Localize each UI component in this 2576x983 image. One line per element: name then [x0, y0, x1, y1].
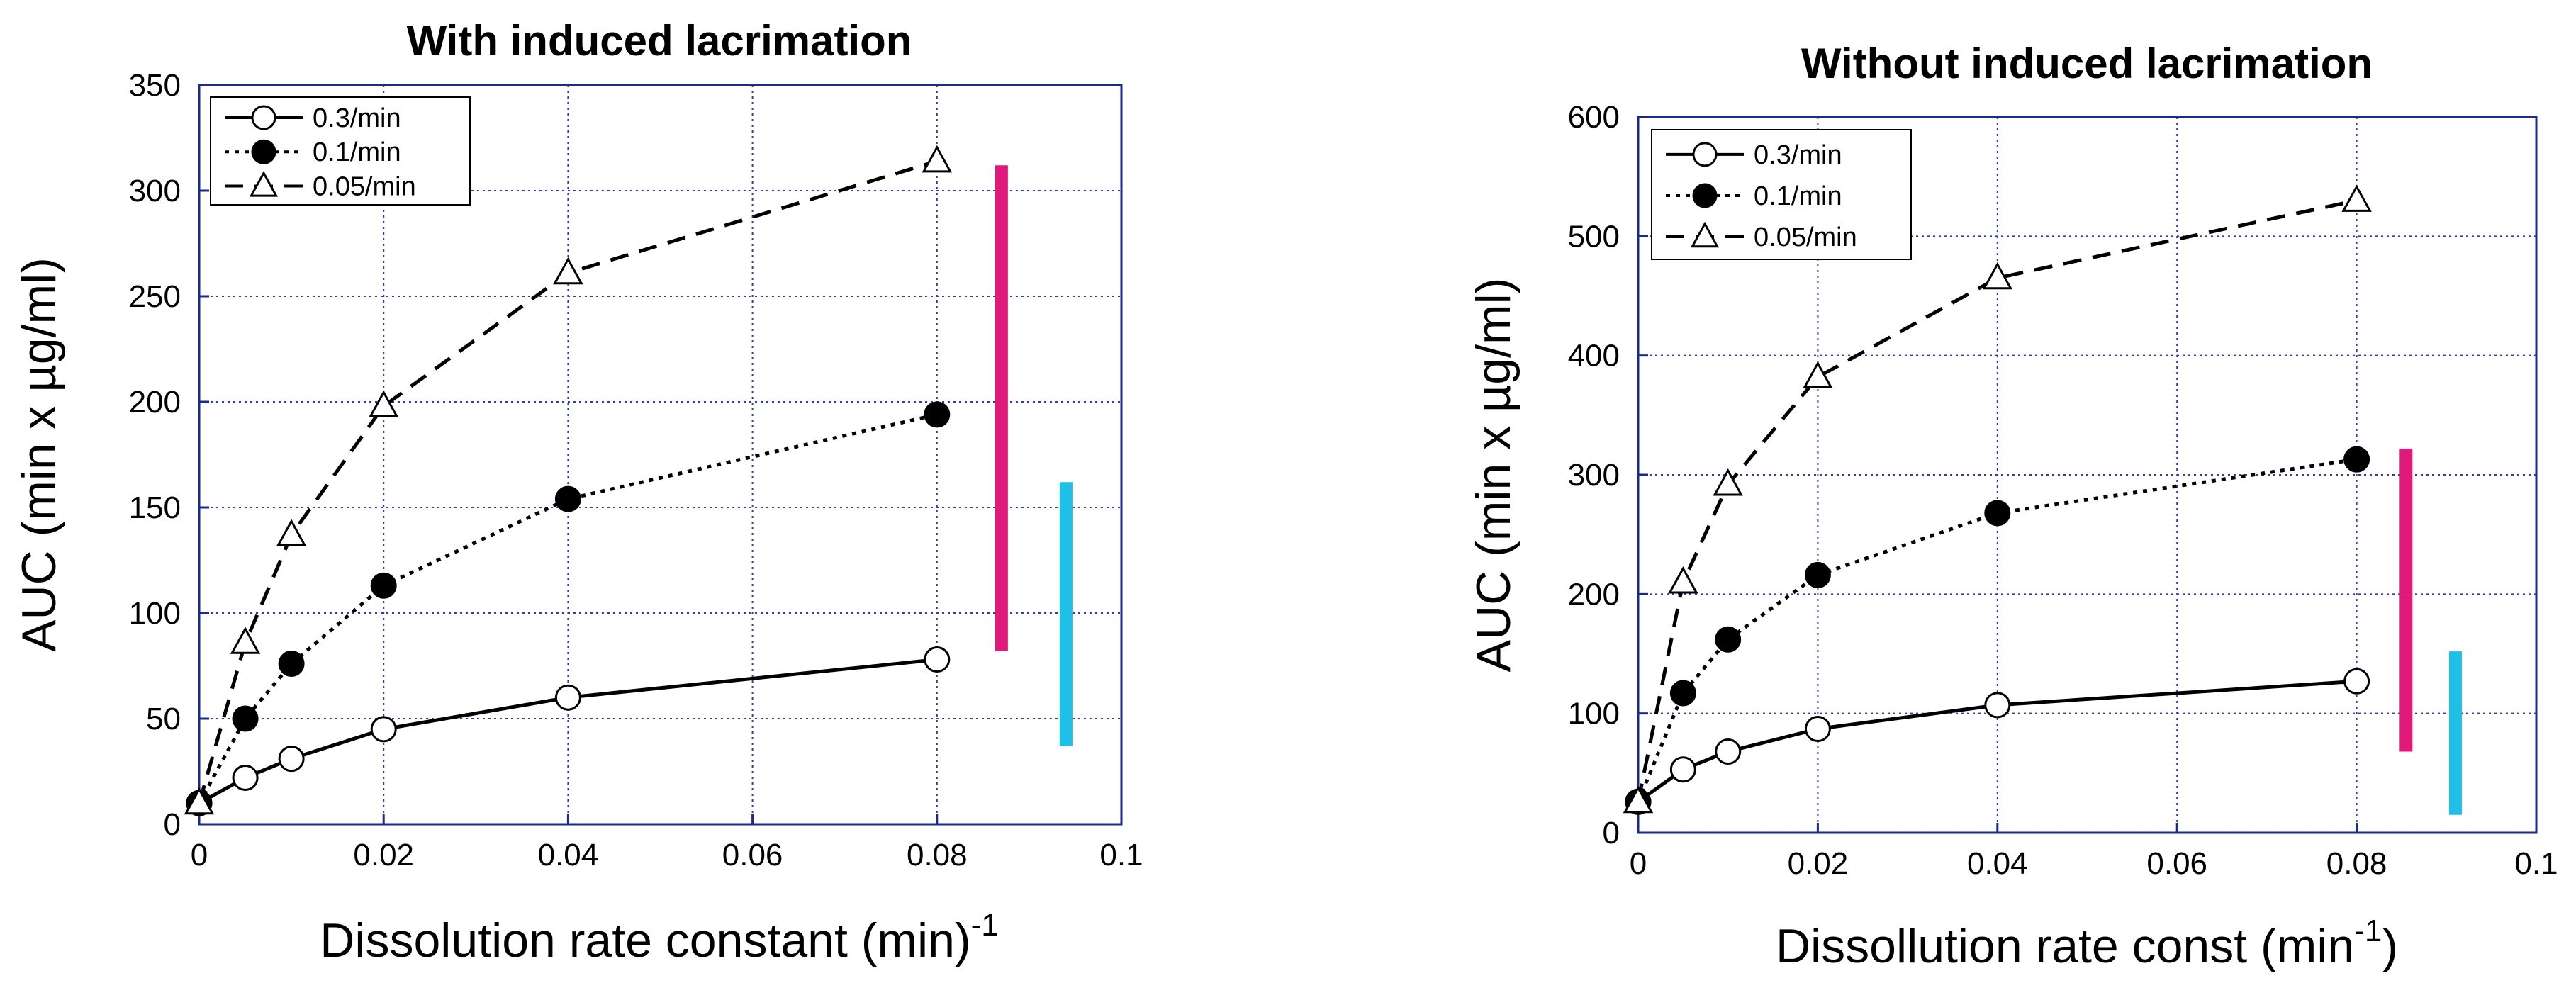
y-tick-label: 300 [129, 174, 181, 208]
y-tick-label: 200 [1568, 577, 1620, 612]
series-0-3-min [1625, 668, 2370, 815]
legend-label: 0.1/min [313, 137, 401, 167]
y-tick-label: 500 [1568, 219, 1620, 254]
data-point [1713, 468, 1743, 496]
x-axis-title-exponent: -1 [971, 908, 999, 943]
y-tick-label: 350 [129, 68, 181, 103]
x-tick-label: 0.02 [1788, 846, 1849, 881]
data-point [278, 746, 305, 773]
series-0-05-min [1623, 184, 2372, 814]
data-point [1982, 262, 2013, 290]
x-axis-title: Dissolution rate constant (min)-1 [320, 908, 999, 967]
data-point [1623, 785, 1654, 814]
x-axis-title-text: Dissolution rate constant (min) [320, 914, 970, 967]
y-tick-label: 300 [1568, 458, 1620, 493]
plot-area-frame [198, 84, 1123, 826]
data-point [924, 646, 951, 673]
y-tick-label: 50 [146, 702, 181, 736]
chart-1: With induced lacrimation 0 0.02 0.04 0.06 0.0… [12, 17, 1143, 967]
data-point [1803, 361, 1833, 389]
data-point [1669, 756, 1696, 783]
data-point [368, 390, 399, 417]
x-axis-title-text: Dissollution rate const (min [1776, 919, 2354, 973]
data-point [278, 651, 305, 678]
data-point [1715, 626, 1742, 653]
data-point [1804, 561, 1831, 588]
legend: 0.3/min 0.1/min 0.05/min [210, 96, 471, 206]
series-line [197, 412, 938, 804]
x-tick-label: 0.06 [722, 838, 783, 872]
x-tick-label: 0.1 [2514, 846, 2558, 881]
data-point [922, 145, 953, 173]
legend-label: 0.05/min [1754, 223, 1857, 252]
legend-marker [251, 139, 276, 164]
data-point [1668, 566, 1698, 594]
series-line [1636, 457, 2357, 803]
data-point [232, 764, 259, 791]
y-tick-label: 400 [1568, 339, 1620, 373]
legend-marker [1692, 142, 1718, 167]
data-point [232, 705, 259, 732]
x-tick-label: 0.04 [1967, 846, 2028, 881]
legend-marker [249, 171, 279, 197]
x-tick-label: 0.1 [1099, 838, 1143, 872]
y-tick-label: 150 [129, 490, 181, 525]
data-point [1804, 716, 1831, 743]
data-point [1984, 500, 2011, 527]
data-point [1715, 738, 1742, 765]
data-point [554, 485, 581, 512]
data-point [370, 572, 397, 599]
y-tick-label: 100 [129, 596, 181, 631]
x-tick-label: 0.04 [538, 838, 599, 872]
data-point [924, 401, 951, 428]
chart-2: Without induced lacrimation 0 0.02 0.04 0.06… [1467, 40, 2558, 973]
x-tick-label: 0.06 [2146, 846, 2207, 881]
data-point [2343, 446, 2370, 473]
chart-title: With induced lacrimation [407, 17, 912, 64]
legend-label: 0.3/min [1754, 140, 1842, 170]
data-point [276, 519, 307, 546]
legend-marker [1690, 221, 1720, 248]
legend-label: 0.1/min [1754, 181, 1842, 211]
y-tick-label: 0 [1603, 816, 1620, 850]
x-tick-label: 0.02 [353, 838, 414, 872]
y-axis-title: AUC (min x µg/ml) [1467, 278, 1521, 673]
x-tick-label: 0.08 [907, 838, 968, 872]
legend-marker [251, 105, 276, 130]
y-tick-label: 250 [129, 279, 181, 314]
legend: 0.3/min 0.1/min 0.05/min [1651, 129, 1912, 260]
x-tick-label: 0.08 [2326, 846, 2387, 881]
data-point [2343, 668, 2370, 695]
series-line [1636, 198, 2358, 802]
chart-title: Without induced lacrimation [1801, 40, 2373, 87]
x-axis-title-exponent: -1 [2354, 914, 2382, 948]
y-axis-title: AUC (min x µg/ml) [12, 257, 66, 652]
x-tick-label: 0 [1630, 846, 1647, 881]
y-tick-label: 200 [129, 385, 181, 420]
data-point [370, 716, 397, 743]
data-point [1669, 680, 1696, 707]
x-axis-title: Dissollution rate const (min-1) [1776, 914, 2398, 973]
legend-label: 0.05/min [313, 172, 416, 201]
y-tick-label: 0 [164, 807, 181, 842]
legend-marker [1692, 183, 1718, 208]
data-point [184, 787, 215, 815]
y-tick-label: 100 [1568, 697, 1620, 731]
series-line [197, 159, 938, 804]
data-point [554, 684, 581, 711]
data-point [1984, 692, 2011, 719]
data-point [2341, 184, 2372, 212]
data-point [230, 627, 261, 654]
series-0-05-min [184, 145, 953, 815]
x-axis-title-suffix: ) [2382, 919, 2398, 973]
y-tick-label: 600 [1568, 100, 1620, 135]
x-tick-label: 0 [191, 838, 208, 872]
data-point [553, 257, 583, 285]
legend-label: 0.3/min [313, 103, 401, 133]
